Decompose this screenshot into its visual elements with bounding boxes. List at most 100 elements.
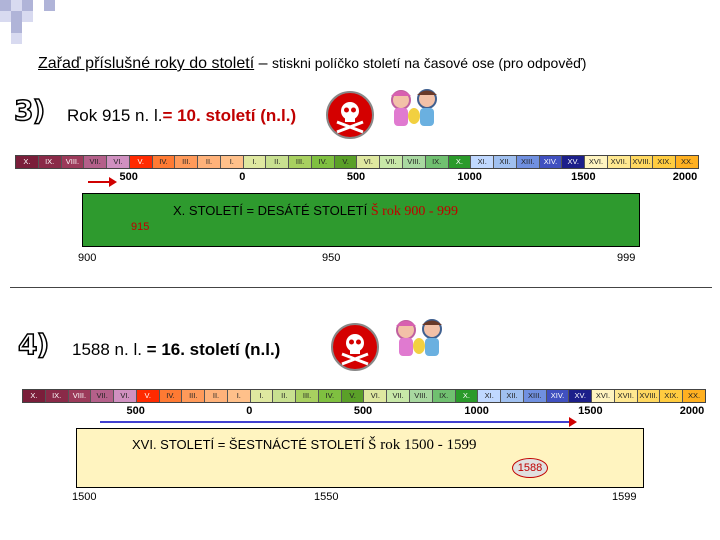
timeline-tick-label: 500 [353, 405, 373, 417]
century-cell[interactable]: IX. [432, 390, 456, 402]
century-cell[interactable]: VI. [114, 390, 137, 402]
exercise-4-question: 1588 n. l. = 16. století (n.l.) [72, 340, 280, 360]
century-cell[interactable]: XII. [501, 390, 524, 402]
century-cell[interactable]: V. [136, 390, 160, 402]
century-range: rok 1500 - 1599 [376, 437, 477, 453]
decor-square [44, 0, 55, 11]
range-end-label: 1599 [612, 491, 637, 503]
century-cell[interactable]: III. [182, 390, 206, 402]
title-hint: stiskni políčko století na časové ose (p… [271, 55, 587, 71]
timeline-tick-label: 500 [119, 171, 138, 183]
timeline-tick-label: 1000 [464, 405, 489, 417]
century-cell[interactable]: XIII. [523, 390, 547, 402]
timeline-tick-label: 1500 [571, 171, 596, 183]
century-cell[interactable]: II. [273, 390, 297, 402]
century-cell[interactable]: II. [205, 390, 228, 402]
century-cell[interactable]: V. [129, 156, 153, 168]
century-cell[interactable]: V. [334, 156, 358, 168]
century-cell[interactable]: VI. [107, 156, 130, 168]
century-cell[interactable]: IX. [45, 390, 69, 402]
century-cell[interactable]: VII. [380, 156, 404, 168]
century-cell[interactable]: IX. [425, 156, 449, 168]
century-cell[interactable]: VI. [364, 390, 388, 402]
title-instruction: Zařaď příslušné roky do století [38, 55, 255, 72]
century-cell[interactable]: XIV. [539, 156, 563, 168]
timeline-tick-label: 0 [239, 171, 246, 183]
century-cell[interactable]: VIII. [410, 390, 433, 402]
century-cell[interactable]: I. [243, 156, 267, 168]
timeline-tick-label: 2000 [679, 405, 705, 417]
question-text: Rok 915 n. l. [67, 106, 163, 125]
century-cell[interactable]: IV. [311, 156, 335, 168]
century-timeline: X. IX. VIII. VII. VI. V. IV. III. II. I. I. II. III.… [15, 155, 699, 169]
century-cell[interactable]: III. [175, 156, 199, 168]
century-cell[interactable]: VIII. [403, 156, 426, 168]
century-range: rok 900 - 999 [378, 204, 458, 219]
century-cell[interactable]: X. [455, 390, 479, 402]
pointer-arrow [100, 417, 577, 427]
century-cell[interactable]: VII. [91, 390, 115, 402]
decor-square [22, 0, 33, 11]
century-cell[interactable]: XV. [562, 156, 586, 168]
century-cell[interactable]: XIX. [653, 156, 677, 168]
century-cell[interactable]: XIX. [660, 390, 684, 402]
century-cell[interactable]: IV. [159, 390, 183, 402]
decor-square [22, 11, 33, 22]
century-symbol: Š [368, 437, 377, 453]
decor-square [11, 22, 22, 33]
question-text: 1588 n. l. [72, 340, 142, 359]
page-title: Zařaď příslušné roky do století – stiskn… [38, 55, 586, 73]
year-marker: 1588 [512, 458, 548, 478]
children-icon[interactable] [385, 86, 445, 136]
title-dash: – [254, 55, 272, 72]
timeline-tick-label: 500 [126, 405, 145, 417]
century-cell[interactable]: I. [250, 390, 274, 402]
children-icon[interactable] [390, 316, 450, 366]
century-cell[interactable]: X. [23, 390, 46, 402]
century-cell[interactable]: XVIII. [630, 156, 654, 168]
century-cell[interactable]: XIV. [546, 390, 570, 402]
century-cell[interactable]: XIII. [516, 156, 540, 168]
century-cell[interactable]: VII. [387, 390, 411, 402]
timeline-tick-label: 2000 [672, 171, 698, 183]
century-cell[interactable]: XI. [471, 156, 495, 168]
century-detail-box [76, 428, 644, 488]
century-cell[interactable]: XX. [676, 156, 698, 168]
century-timeline: X. IX. VIII. VII. VI. V. IV. III. II. I. I. II. III.… [22, 389, 706, 403]
century-cell[interactable]: VI. [357, 156, 381, 168]
skull-crossbones-icon[interactable] [330, 322, 380, 372]
decor-square [11, 33, 22, 44]
century-cell[interactable]: X. [16, 156, 39, 168]
century-cell[interactable]: IV. [318, 390, 342, 402]
century-detail-label: XVI. STOLETÍ = ŠESTNÁCTÉ STOLETÍ Š rok 1… [132, 437, 476, 454]
century-cell[interactable]: XVI. [585, 156, 608, 168]
century-cell[interactable]: XV. [569, 390, 593, 402]
century-cell[interactable]: V. [341, 390, 365, 402]
century-cell[interactable]: II. [198, 156, 221, 168]
century-cell[interactable]: XVII. [607, 156, 631, 168]
skull-crossbones-icon[interactable] [325, 90, 375, 140]
century-cell[interactable]: X. [448, 156, 472, 168]
century-cell[interactable]: IX. [38, 156, 62, 168]
century-cell[interactable]: VIII. [68, 390, 92, 402]
century-detail-label: X. STOLETÍ = DESÁTÉ STOLETÍ Š rok 900 - … [173, 203, 458, 220]
century-cell[interactable]: III. [296, 390, 319, 402]
century-cell[interactable]: I. [220, 156, 244, 168]
century-cell[interactable]: XVIII. [637, 390, 661, 402]
answer-text: = 10. století (n.l.) [162, 106, 297, 125]
century-cell[interactable]: XVI. [592, 390, 615, 402]
century-cell[interactable]: I. [227, 390, 251, 402]
century-cell[interactable]: III. [289, 156, 312, 168]
century-cell[interactable]: XI. [478, 390, 502, 402]
decor-square [0, 11, 11, 22]
century-cell[interactable]: VII. [84, 156, 108, 168]
range-start-label: 1500 [72, 491, 97, 503]
century-cell[interactable]: II. [266, 156, 290, 168]
century-cell[interactable]: XX. [683, 390, 705, 402]
century-cell[interactable]: XII. [494, 156, 517, 168]
century-cell[interactable]: IV. [152, 156, 176, 168]
century-symbol: Š [370, 204, 379, 219]
century-cell[interactable]: XVII. [614, 390, 638, 402]
century-cell[interactable]: VIII. [61, 156, 85, 168]
decor-square [11, 11, 22, 22]
